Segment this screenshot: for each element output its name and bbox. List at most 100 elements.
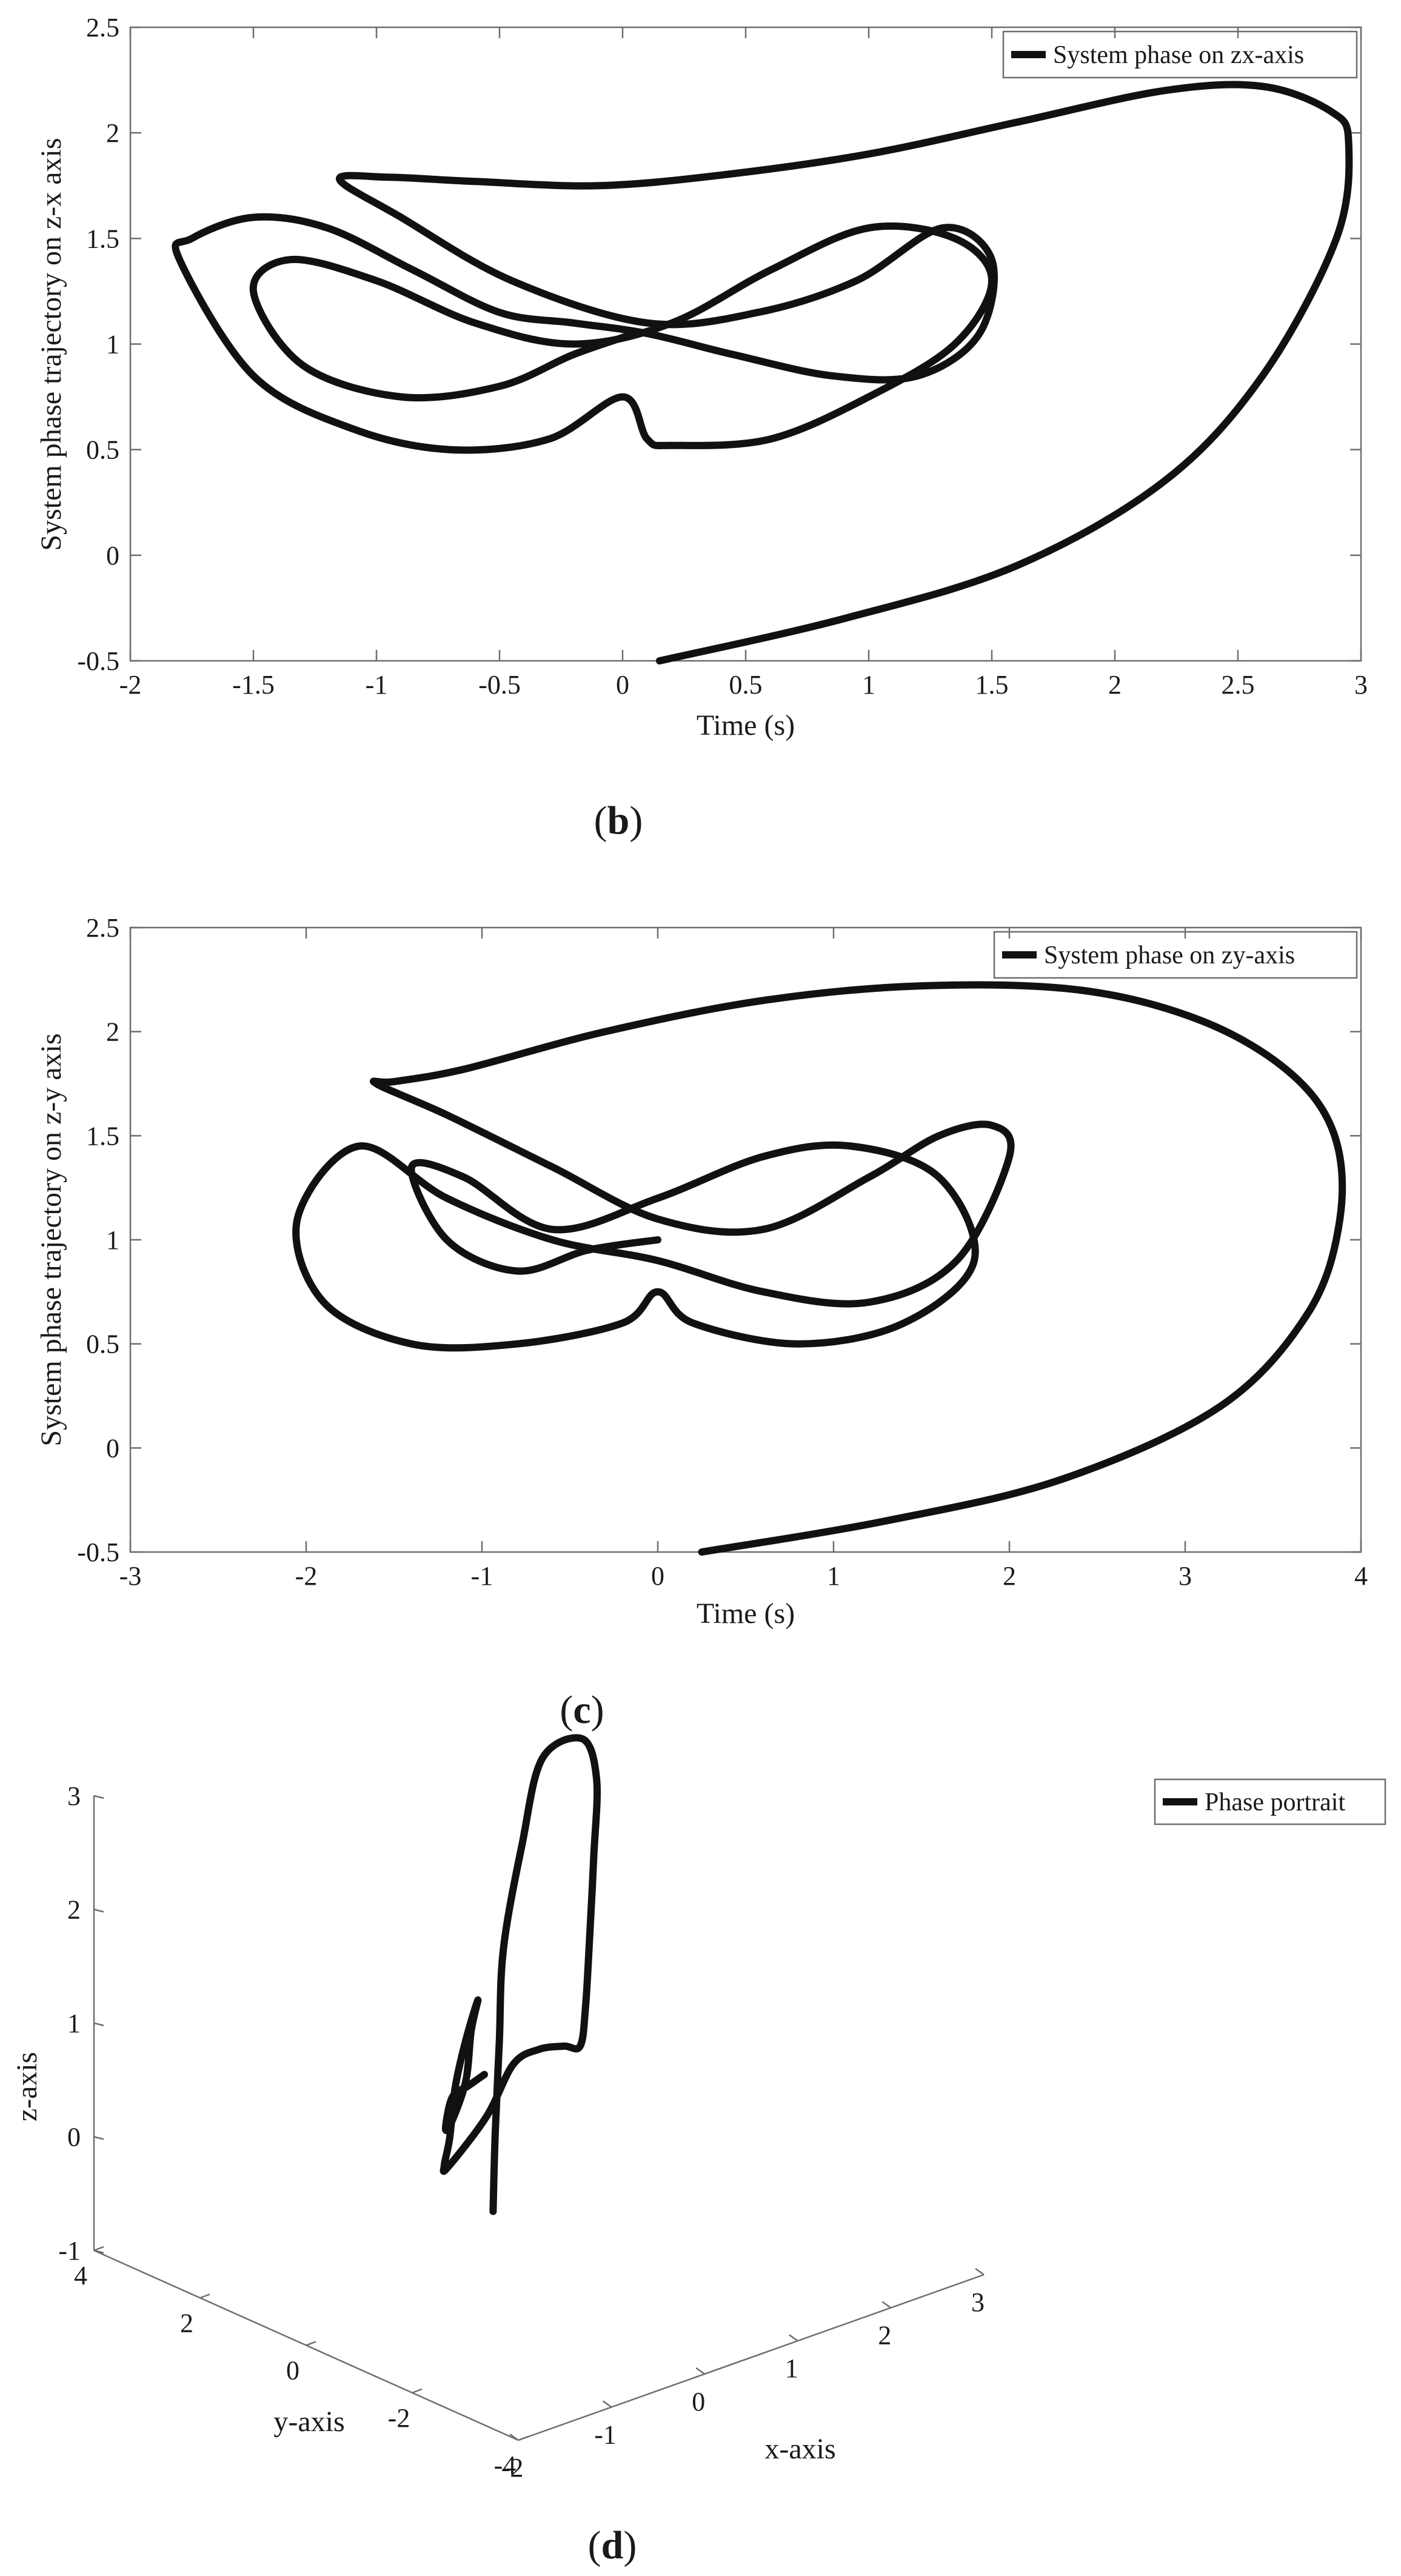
panel-d-x-tick-label: -2 [501,2453,524,2483]
panel-d-y-tick [412,2388,423,2394]
panel-c-legend-label: System phase on zy-axis [1044,942,1295,969]
panel-d-y-tick-label: -2 [388,2403,410,2433]
panel-b-x-tick-labels: -2 -1.5 -1 -0.5 0 0.5 1 1.5 2 2.5 3 [119,670,1368,700]
panel-d-legend-box [1154,1778,1386,1825]
panel-d-y-tick-label: 2 [180,2308,193,2338]
panel-c-y-axis-label: System phase trajectory on z-y axis [35,1033,67,1446]
panel-b-y-tick-label: -0.5 [77,646,119,676]
panel-d-y-tick [93,2246,104,2252]
panel-c-x-axis-label: Time (s) [697,1597,795,1630]
panel-d-series [440,1734,601,2215]
panel-d-z-tick [93,1795,104,1799]
panel-b-x-tick-label: -1.5 [232,670,275,700]
panel-d-y-tick [518,2435,529,2441]
panel-b-tag: (b) [594,798,643,843]
panel-d-z-tick [93,2249,104,2254]
panel-d-x-tick-label: 1 [785,2354,798,2383]
panel-d-z-tick-label: 0 [67,2123,81,2152]
panel-d-y-tick-label: -4 [494,2451,517,2480]
panel-b-y-tick-label: 0 [106,541,119,570]
panel-d-x-tick-label: 2 [878,2321,891,2350]
panel-d-y-tick [199,2293,210,2299]
panel-b-x-tick-label: 2.5 [1222,670,1255,700]
panel-c-y-tick-labels: -0.5 0 0.5 1 1.5 2 2.5 [77,913,119,1567]
panel-d-x-tick [695,2367,705,2375]
panel-b-y-tick-label: 1 [106,330,119,360]
panel-b-series-line [172,81,1353,664]
panel-d-z-tick-label: 2 [67,1895,81,1925]
panel-d-y-tick-label: 0 [286,2356,299,2386]
panel-b-x-tick-label: -2 [119,670,142,700]
panel-b-legend-label: System phase on zx-axis [1053,41,1304,69]
panel-d-x-tick [509,2433,519,2441]
panel-c-y-tick-label: 0 [106,1433,119,1463]
panel-c: -3 -2 -1 0 1 2 3 4 -0.5 0 0.5 1 1.5 2 2.5 System phas… [35,913,1368,1732]
panel-c-x-tick-label: 2 [1003,1561,1016,1591]
panel-d-x-axis-line [518,2273,985,2441]
panel-b-x-axis-label: Time (s) [697,709,795,741]
panel-c-x-tick-label: 0 [651,1561,664,1591]
panel-d-y-tick-label: 4 [74,2261,87,2290]
panel-b-legend: System phase on zx-axis [1002,30,1358,79]
panel-b-series [172,81,1353,664]
panel-c-x-tick-label: -1 [471,1561,493,1591]
panel-c-x-tick-label: 4 [1354,1561,1368,1591]
panel-b-y-axis-label: System phase trajectory on z-x axis [35,138,67,550]
panel-d-x-tick-label: -1 [594,2420,617,2449]
panel-b-y-tick-labels: -0.5 0 0.5 1 1.5 2 2.5 [77,13,119,676]
panel-d-z-tick [93,2022,104,2027]
panel-c-x-tick-labels: -3 -2 -1 0 1 2 3 4 [119,1561,1368,1591]
panel-c-tag: (c) [560,1688,604,1732]
panel-d-x-tick-label: 3 [971,2287,985,2317]
panel-d-axes [93,1795,985,2441]
panel-c-y-tick-label: 1 [106,1225,119,1255]
panel-b-legend-box [1002,30,1358,79]
panel-d-x-tick [602,2400,612,2408]
panel-d-z-axis-label: z-axis [11,2052,43,2122]
panel-b-y-tick-label: 2.5 [86,13,119,42]
panel-c-x-tick-label: 3 [1179,1561,1192,1591]
panel-d-y-axis-label: y-axis [273,2406,344,2438]
panel-d-x-tick [975,2267,985,2276]
panel-d-z-tick-label: -1 [58,2236,81,2266]
panel-d-legend-label: Phase portrait [1205,1788,1345,1816]
panel-b-x-tick-label: 1.5 [975,670,1009,700]
panel-c-series [292,981,1346,1556]
panel-b-x-tick-label: 0 [616,670,629,700]
panel-b-y-tick-label: 1.5 [86,224,119,253]
panel-d-legend: Phase portrait [1154,1778,1386,1825]
panel-c-plot-frame [129,926,1362,1553]
panel-c-x-tick-label: -2 [295,1561,318,1591]
panel-b-y-tick-label: 0.5 [86,435,119,465]
panel-c-y-tick-label: 2 [106,1017,119,1047]
panel-d-y-tick [306,2341,316,2346]
panel-b-x-tick-label: -1 [366,670,388,700]
panel-b-x-tick-label: 0.5 [729,670,763,700]
panel-b-plot-frame [129,26,1362,662]
panel-b-ticks [129,26,1362,662]
panel-d-z-tick-label: 1 [67,2009,81,2038]
panel-d-x-axis-label: x-axis [764,2433,835,2465]
panel-d-x-tick-label: 0 [692,2387,705,2417]
panel-c-ticks [129,926,1362,1553]
panel-c-y-tick-label: 2.5 [86,913,119,943]
panel-c-series-line [292,981,1346,1556]
panel-d-tag: (d) [588,2523,637,2568]
panel-b-y-tick-label: 2 [106,118,119,148]
panel-c-x-tick-label: 1 [827,1561,840,1591]
panel-c-y-tick-label: -0.5 [77,1537,119,1567]
panel-c-y-tick-label: 0.5 [86,1330,119,1359]
panel-d-x-tick [789,2334,798,2342]
panel-b-x-tick-label: 1 [862,670,875,700]
panel-c-x-tick-label: -3 [119,1561,142,1591]
panel-c-legend-box [993,931,1358,979]
panel-c-legend: System phase on zy-axis [993,931,1358,979]
panel-b-x-tick-label: 2 [1108,670,1122,700]
panel-b-x-tick-label: 3 [1354,670,1368,700]
panel-c-y-tick-label: 1.5 [86,1121,119,1151]
panel-d-x-tick [881,2301,892,2309]
panel-d-z-tick [93,2136,104,2140]
